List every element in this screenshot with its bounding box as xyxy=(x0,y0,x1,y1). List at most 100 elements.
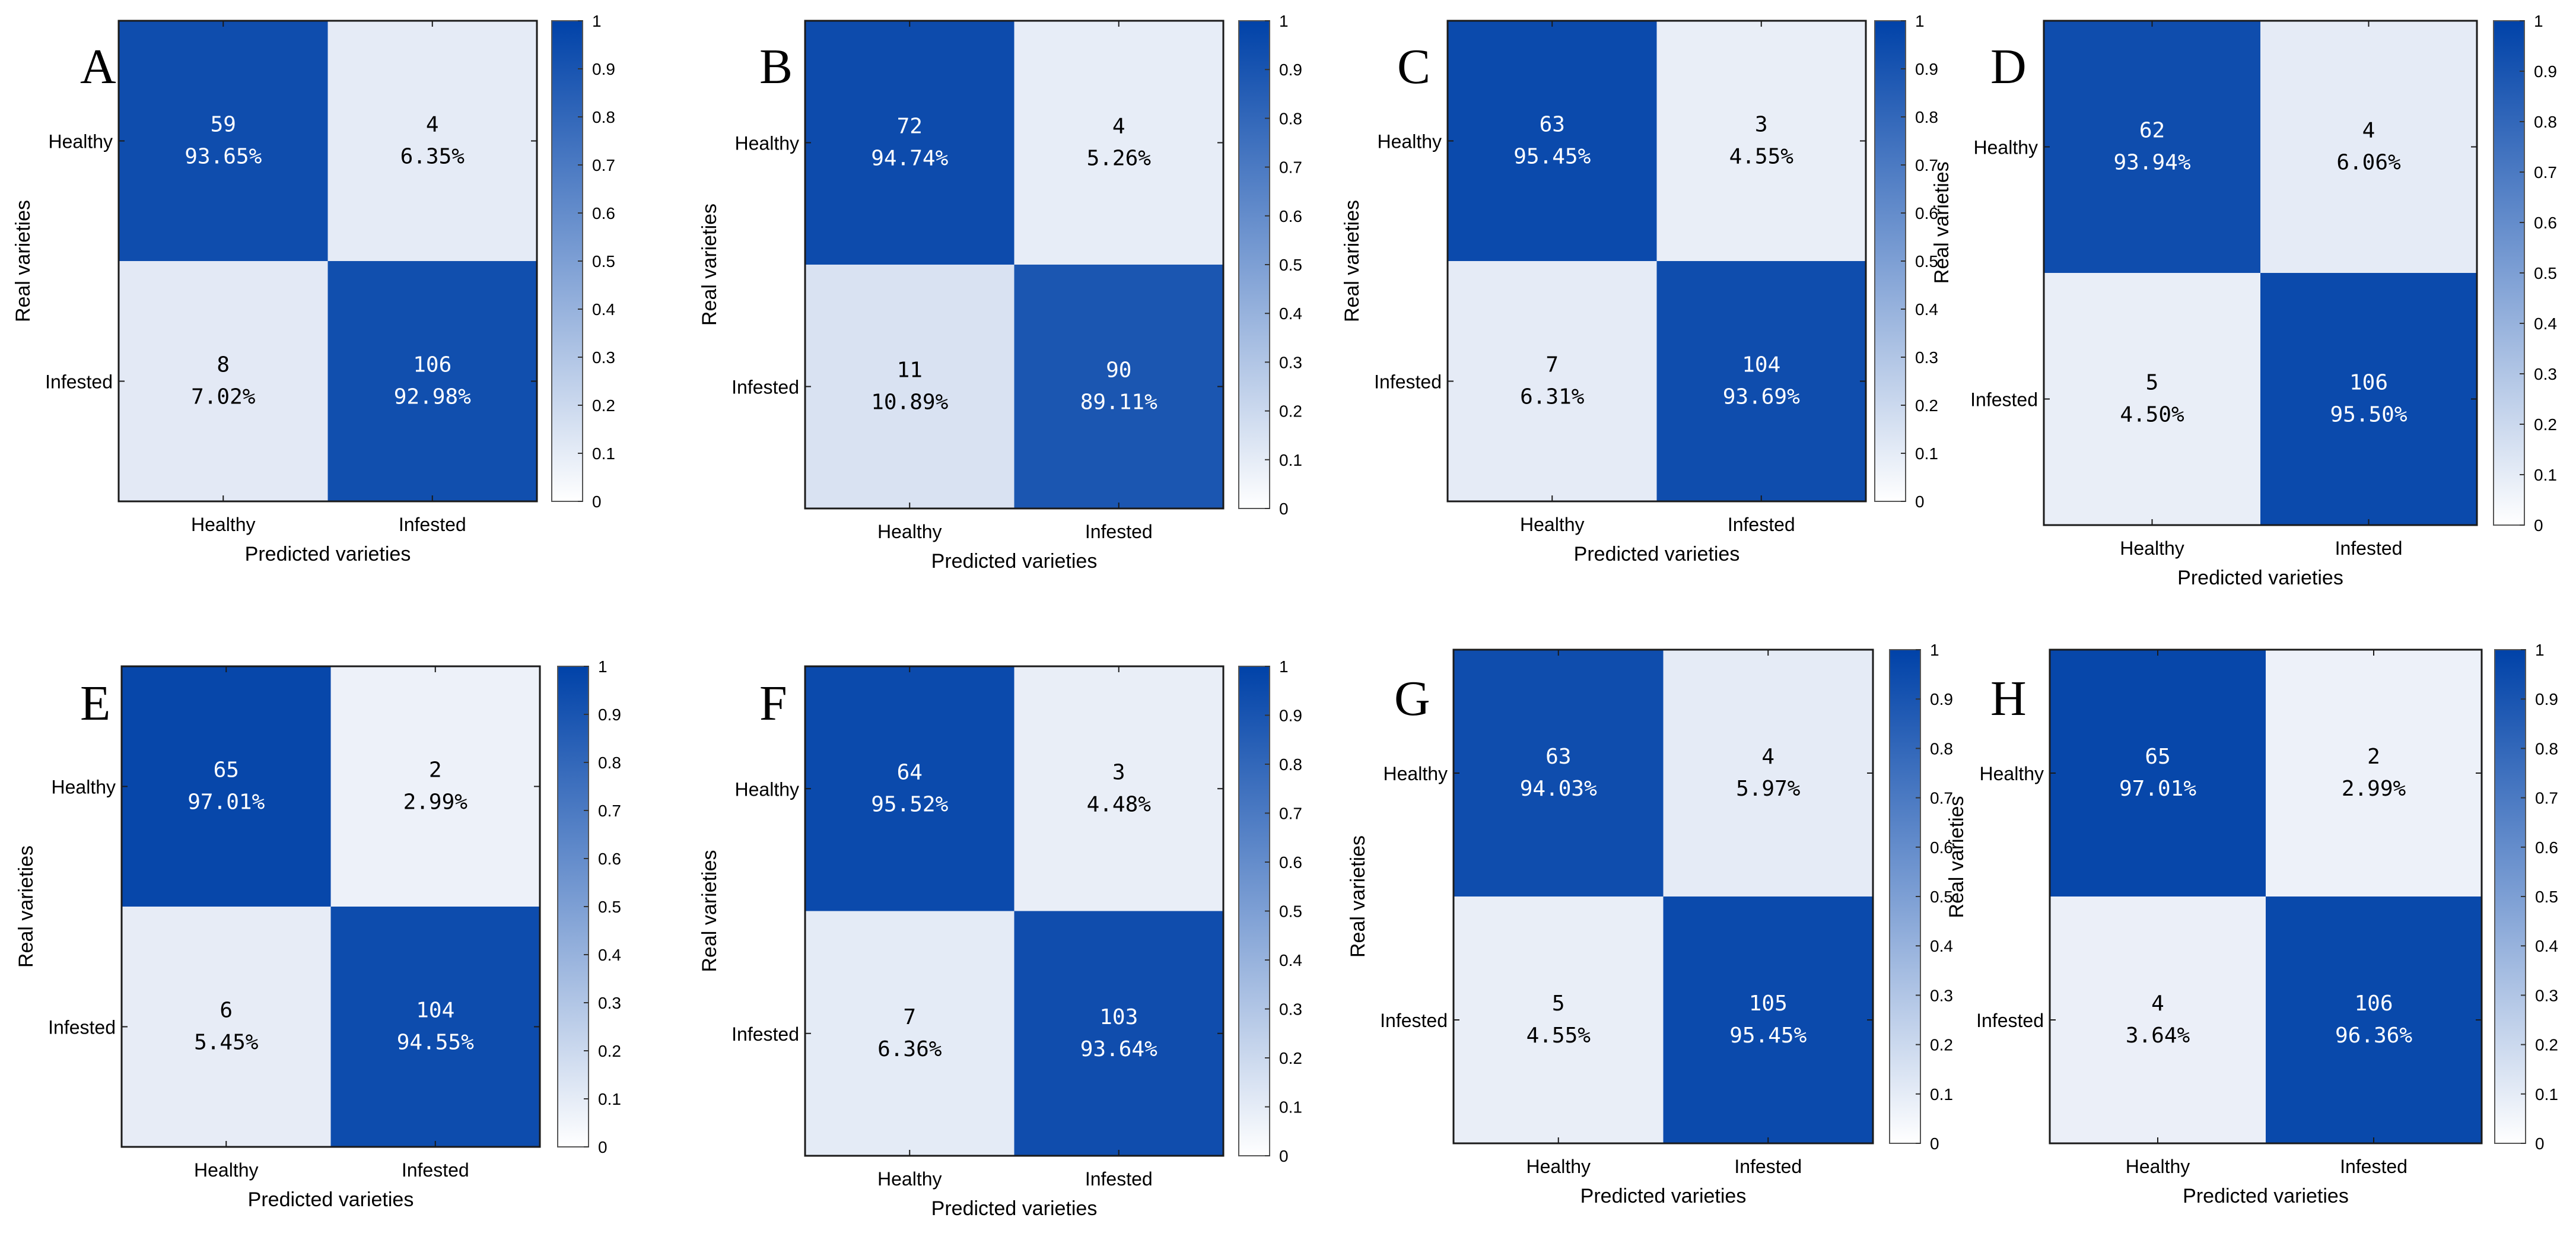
y-tick-label: Infested xyxy=(1976,1010,2044,1031)
colorbar-tick-label: 0.3 xyxy=(598,994,621,1012)
colorbar-tick-label: 0.7 xyxy=(2534,163,2557,182)
colorbar-tick-label: 0.6 xyxy=(1915,204,1938,222)
cell-count: 63 xyxy=(1545,745,1571,769)
panel-letter: E xyxy=(80,676,110,731)
cell-count: 106 xyxy=(413,353,451,377)
cell-percent: 6.35% xyxy=(400,145,465,169)
y-tick-label: Healthy xyxy=(1378,131,1442,152)
colorbar-tick-label: 0.8 xyxy=(598,754,621,772)
colorbar-tick-label: 0.2 xyxy=(2534,415,2557,434)
colorbar-tick-label: 0.5 xyxy=(1279,256,1302,274)
colorbar xyxy=(1238,666,1270,1156)
colorbar-tick-label: 0.4 xyxy=(1279,304,1302,323)
panel-letter: G xyxy=(1394,671,1430,726)
cell-percent: 94.03% xyxy=(1520,777,1597,801)
matrix-cell xyxy=(2050,650,2266,897)
y-axis-label-secondary: Real varieties xyxy=(1945,796,1968,918)
x-axis-label: Predicted varieties xyxy=(248,1188,414,1211)
cell-percent: 94.55% xyxy=(397,1031,474,1055)
cell-count: 62 xyxy=(2139,119,2165,143)
x-tick-label: Healthy xyxy=(877,521,942,542)
colorbar-tick-label: 0.1 xyxy=(598,1090,621,1108)
cell-percent: 95.50% xyxy=(2330,403,2407,427)
matrix-cell xyxy=(1656,261,1866,501)
colorbar-tick-label: 0.8 xyxy=(1930,739,1953,758)
x-tick-label: Healthy xyxy=(2120,538,2184,559)
cell-percent: 4.55% xyxy=(1526,1023,1591,1048)
cell-percent: 97.01% xyxy=(187,790,265,815)
cell-percent: 93.94% xyxy=(2113,151,2190,175)
matrix-cell xyxy=(1663,650,1873,897)
cell-count: 65 xyxy=(2145,745,2170,769)
colorbar-tick-label: 0.9 xyxy=(592,60,615,78)
matrix-cell xyxy=(119,21,328,261)
x-axis-label: Predicted varieties xyxy=(245,543,411,565)
colorbar-tick-label: 0.4 xyxy=(592,300,615,319)
x-axis-label: Predicted varieties xyxy=(2183,1185,2349,1207)
colorbar-tick-label: 0.8 xyxy=(1279,755,1302,774)
cell-count: 7 xyxy=(903,1005,916,1029)
y-tick-label: Healthy xyxy=(1974,137,2038,158)
cell-count: 4 xyxy=(2151,991,2164,1016)
cell-percent: 5.97% xyxy=(1736,777,1801,801)
cell-percent: 97.01% xyxy=(2119,777,2196,801)
colorbar-tick-label: 0.9 xyxy=(1915,60,1938,78)
cell-count: 3 xyxy=(1112,760,1125,784)
colorbar-tick-label: 0.7 xyxy=(598,802,621,820)
y-tick-label: Healthy xyxy=(735,133,800,154)
x-tick-label: Infested xyxy=(1734,1156,1802,1177)
confusion-matrix-panel-a: 59 93.65% 4 6.35% 8 7.02% 106 92.98% Healthy Infe… xyxy=(12,12,615,565)
y-axis-label: Real varieties xyxy=(12,200,34,322)
panel-letter: F xyxy=(759,676,787,731)
x-tick-label: Infested xyxy=(399,514,466,535)
colorbar-tick-label: 0.1 xyxy=(1930,1085,1953,1104)
colorbar-tick-label: 0.4 xyxy=(1930,937,1953,955)
y-tick-label: Infested xyxy=(45,371,113,393)
cell-count: 72 xyxy=(897,115,923,139)
matrix-cell xyxy=(119,261,328,501)
colorbar-tick-label: 0.7 xyxy=(1279,158,1302,177)
colorbar xyxy=(1874,20,1906,502)
confusion-matrix-panel-h: 65 97.01% 2 2.99% 4 3.64% 106 96.36% Healthy Infe… xyxy=(1976,641,2558,1207)
x-axis-label: Predicted varieties xyxy=(1574,543,1740,565)
colorbar-tick-label: 0.3 xyxy=(1279,1000,1302,1019)
panel-letter: B xyxy=(759,39,793,94)
cell-percent: 4.48% xyxy=(1087,792,1152,816)
colorbar-tick-label: 0.9 xyxy=(1279,707,1302,725)
colorbar-tick-label: 0.4 xyxy=(598,946,621,964)
cell-count: 5 xyxy=(2146,371,2159,395)
matrix-frame xyxy=(1452,648,1874,1145)
matrix-frame xyxy=(2049,648,2483,1145)
matrix-cell xyxy=(1014,911,1223,1156)
cell-percent: 94.74% xyxy=(871,147,948,171)
cell-percent: 95.45% xyxy=(1729,1023,1807,1048)
matrix-cell xyxy=(1448,261,1657,501)
confusion-matrix-panel-g: 63 94.03% 4 5.97% 5 4.55% 105 95.45% Healthy Infe… xyxy=(1347,641,1968,1207)
matrix-frame xyxy=(1446,20,1867,503)
colorbar-tick-label: 0 xyxy=(592,492,602,511)
x-tick-label: Infested xyxy=(1085,1168,1153,1190)
colorbar-tick-label: 0.3 xyxy=(2535,986,2558,1004)
cell-count: 4 xyxy=(1112,115,1125,139)
colorbar-tick-label: 0.2 xyxy=(592,396,615,415)
cell-count: 59 xyxy=(211,113,236,137)
cell-count: 6 xyxy=(220,999,233,1023)
y-tick-label: Infested xyxy=(1970,389,2038,411)
cell-count: 63 xyxy=(1540,113,1565,137)
colorbar-tick-label: 1 xyxy=(1915,12,1925,30)
x-axis-label: Predicted varieties xyxy=(931,1197,1098,1220)
cell-percent: 2.99% xyxy=(403,790,468,815)
x-axis-label: Predicted varieties xyxy=(2177,567,2343,589)
colorbar-tick-label: 0.6 xyxy=(598,850,621,868)
colorbar-tick-label: 0.7 xyxy=(2535,789,2558,808)
colorbar-tick-label: 0.2 xyxy=(1279,1049,1302,1067)
cell-percent: 4.55% xyxy=(1729,145,1794,169)
matrix-cell xyxy=(327,21,537,261)
cell-count: 103 xyxy=(1099,1005,1138,1029)
colorbar-tick-label: 1 xyxy=(1930,641,1939,659)
confusion-matrix-panel-f: 64 95.52% 3 4.48% 7 6.36% 103 93.64% Healthy Infe… xyxy=(698,657,1302,1220)
cell-percent: 2.99% xyxy=(2342,777,2406,801)
colorbar xyxy=(557,666,589,1147)
cell-percent: 3.64% xyxy=(2126,1023,2190,1048)
matrix-frame xyxy=(804,665,1225,1157)
